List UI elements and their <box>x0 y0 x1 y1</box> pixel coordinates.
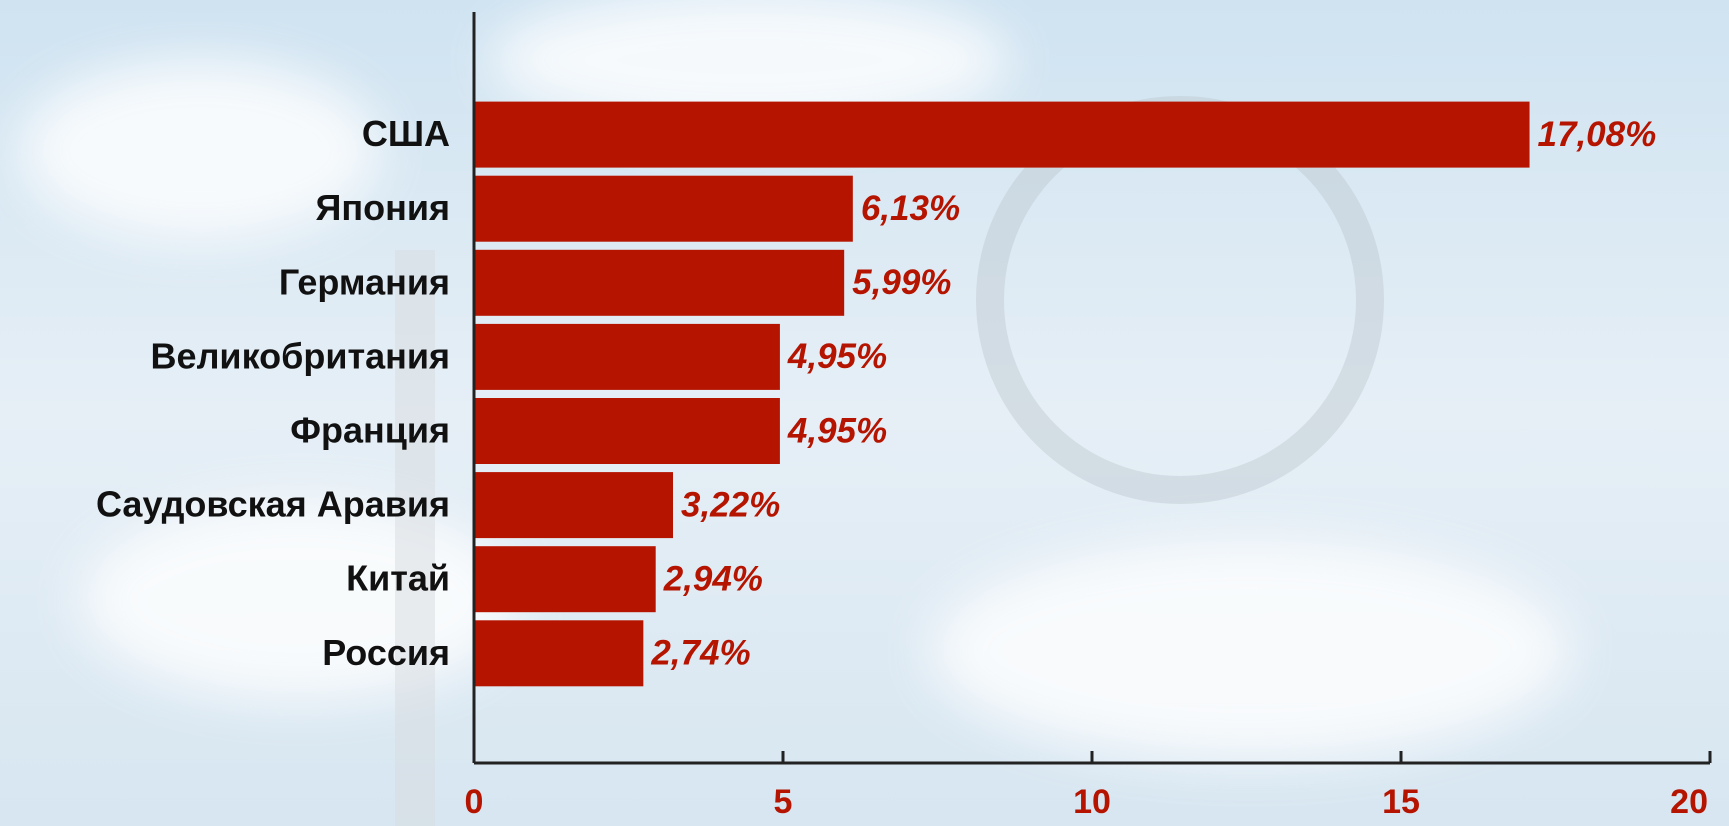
category-label: Великобритания <box>151 335 450 376</box>
x-tick-label: 10 <box>1073 783 1111 821</box>
value-label: 5,99% <box>852 263 951 302</box>
bar <box>474 324 780 390</box>
category-label: Саудовская Аравия <box>96 484 450 525</box>
bar <box>474 250 844 316</box>
value-label: 2,74% <box>650 634 750 673</box>
value-label: 6,13% <box>861 189 960 228</box>
bar <box>474 546 656 612</box>
x-tick-label: 5 <box>774 783 793 821</box>
category-label: Япония <box>316 187 451 228</box>
category-label: Россия <box>322 632 450 673</box>
x-tick-label: 15 <box>1382 783 1420 821</box>
bar <box>474 176 853 242</box>
value-label: 4,95% <box>787 337 887 376</box>
value-label: 2,94% <box>663 559 763 598</box>
x-tick-label: 20 <box>1670 783 1708 821</box>
value-label: 17,08% <box>1538 115 1657 154</box>
bar <box>474 102 1530 168</box>
value-label: 3,22% <box>681 485 780 524</box>
category-label: Германия <box>279 261 450 302</box>
bar <box>474 620 643 686</box>
category-label: Франция <box>290 410 450 451</box>
category-label: США <box>362 113 450 154</box>
bar <box>474 472 673 538</box>
x-tick-label: 0 <box>465 783 484 821</box>
bar <box>474 398 780 464</box>
category-label: Китай <box>346 558 450 599</box>
value-label: 4,95% <box>787 411 887 450</box>
chart: США 17,08% Япония 6,13% Германия 5,99% Великоб… <box>0 0 1729 826</box>
